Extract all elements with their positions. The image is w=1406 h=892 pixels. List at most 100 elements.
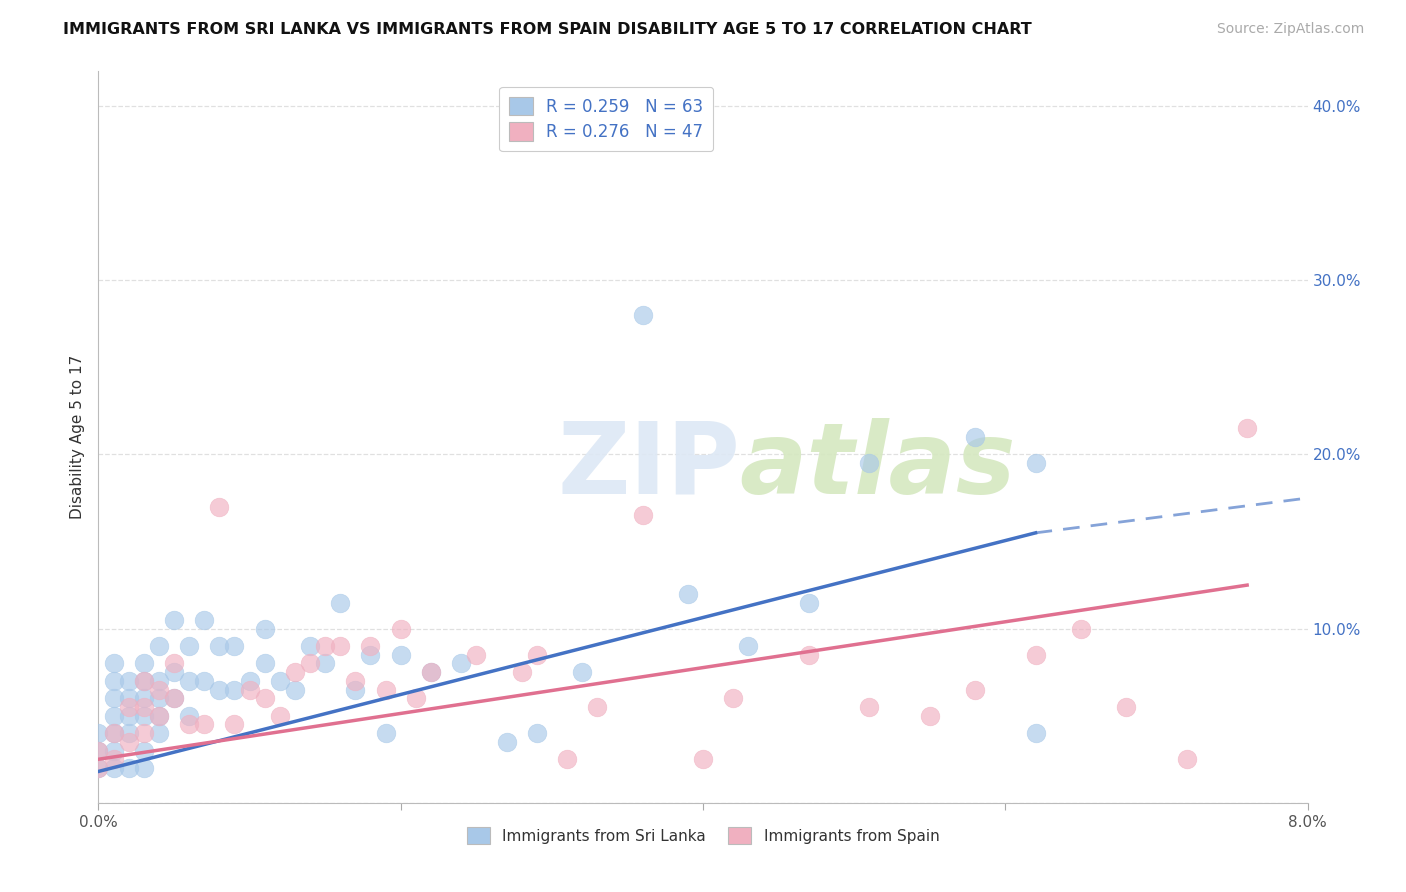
Point bbox=[208, 682, 231, 697]
Point bbox=[389, 622, 412, 636]
Point bbox=[148, 639, 170, 653]
Point bbox=[148, 708, 170, 723]
Point bbox=[918, 708, 941, 723]
Point bbox=[224, 682, 246, 697]
Point bbox=[723, 691, 745, 706]
Point bbox=[163, 691, 186, 706]
Point bbox=[118, 691, 141, 706]
Point bbox=[495, 735, 517, 749]
Text: Source: ZipAtlas.com: Source: ZipAtlas.com bbox=[1216, 22, 1364, 37]
Point bbox=[420, 665, 443, 680]
Point bbox=[555, 752, 578, 766]
Point bbox=[224, 639, 246, 653]
Point bbox=[405, 691, 427, 706]
Point bbox=[374, 682, 396, 697]
Point bbox=[103, 726, 125, 740]
Point bbox=[179, 639, 201, 653]
Point bbox=[179, 708, 201, 723]
Point bbox=[132, 691, 155, 706]
Point bbox=[692, 752, 714, 766]
Point bbox=[737, 639, 759, 653]
Point bbox=[269, 708, 291, 723]
Point bbox=[193, 613, 215, 627]
Point bbox=[179, 673, 201, 688]
Text: atlas: atlas bbox=[740, 417, 1015, 515]
Point bbox=[420, 665, 443, 680]
Point bbox=[208, 639, 231, 653]
Point bbox=[284, 665, 307, 680]
Point bbox=[148, 682, 170, 697]
Point bbox=[148, 708, 170, 723]
Point bbox=[1115, 700, 1137, 714]
Point bbox=[253, 691, 276, 706]
Point bbox=[103, 691, 125, 706]
Point bbox=[132, 761, 155, 775]
Point bbox=[118, 700, 141, 714]
Point bbox=[676, 587, 699, 601]
Point bbox=[239, 682, 262, 697]
Point bbox=[193, 717, 215, 731]
Point bbox=[360, 639, 382, 653]
Point bbox=[179, 717, 201, 731]
Point bbox=[299, 657, 322, 671]
Point bbox=[87, 743, 110, 757]
Point bbox=[586, 700, 609, 714]
Point bbox=[163, 691, 186, 706]
Point bbox=[132, 726, 155, 740]
Point bbox=[1175, 752, 1198, 766]
Point bbox=[631, 308, 654, 322]
Point bbox=[239, 673, 262, 688]
Point bbox=[344, 673, 367, 688]
Point bbox=[526, 648, 548, 662]
Point bbox=[132, 708, 155, 723]
Point bbox=[360, 648, 382, 662]
Point bbox=[118, 735, 141, 749]
Point bbox=[269, 673, 291, 688]
Point bbox=[148, 691, 170, 706]
Point bbox=[193, 673, 215, 688]
Point bbox=[103, 726, 125, 740]
Point bbox=[253, 622, 276, 636]
Point bbox=[87, 743, 110, 757]
Point bbox=[224, 717, 246, 731]
Point bbox=[299, 639, 322, 653]
Point bbox=[374, 726, 396, 740]
Point bbox=[253, 657, 276, 671]
Point bbox=[103, 761, 125, 775]
Point bbox=[132, 673, 155, 688]
Point bbox=[284, 682, 307, 697]
Point bbox=[87, 761, 110, 775]
Text: IMMIGRANTS FROM SRI LANKA VS IMMIGRANTS FROM SPAIN DISABILITY AGE 5 TO 17 CORREL: IMMIGRANTS FROM SRI LANKA VS IMMIGRANTS … bbox=[63, 22, 1032, 37]
Point bbox=[858, 700, 880, 714]
Point bbox=[1025, 726, 1047, 740]
Point bbox=[965, 682, 987, 697]
Point bbox=[329, 639, 352, 653]
Point bbox=[858, 456, 880, 470]
Point bbox=[314, 639, 336, 653]
Point bbox=[344, 682, 367, 697]
Point bbox=[389, 648, 412, 662]
Text: ZIP: ZIP bbox=[558, 417, 741, 515]
Point bbox=[1070, 622, 1092, 636]
Point bbox=[163, 613, 186, 627]
Point bbox=[103, 708, 125, 723]
Point bbox=[118, 708, 141, 723]
Point bbox=[103, 673, 125, 688]
Point bbox=[163, 665, 186, 680]
Point bbox=[103, 743, 125, 757]
Point bbox=[631, 508, 654, 523]
Point bbox=[797, 648, 820, 662]
Y-axis label: Disability Age 5 to 17: Disability Age 5 to 17 bbox=[69, 355, 84, 519]
Point bbox=[465, 648, 488, 662]
Point bbox=[510, 665, 533, 680]
Point bbox=[87, 761, 110, 775]
Point bbox=[87, 726, 110, 740]
Point bbox=[118, 673, 141, 688]
Point bbox=[148, 726, 170, 740]
Point bbox=[163, 657, 186, 671]
Point bbox=[103, 657, 125, 671]
Point bbox=[314, 657, 336, 671]
Point bbox=[132, 657, 155, 671]
Point bbox=[132, 700, 155, 714]
Point bbox=[797, 595, 820, 609]
